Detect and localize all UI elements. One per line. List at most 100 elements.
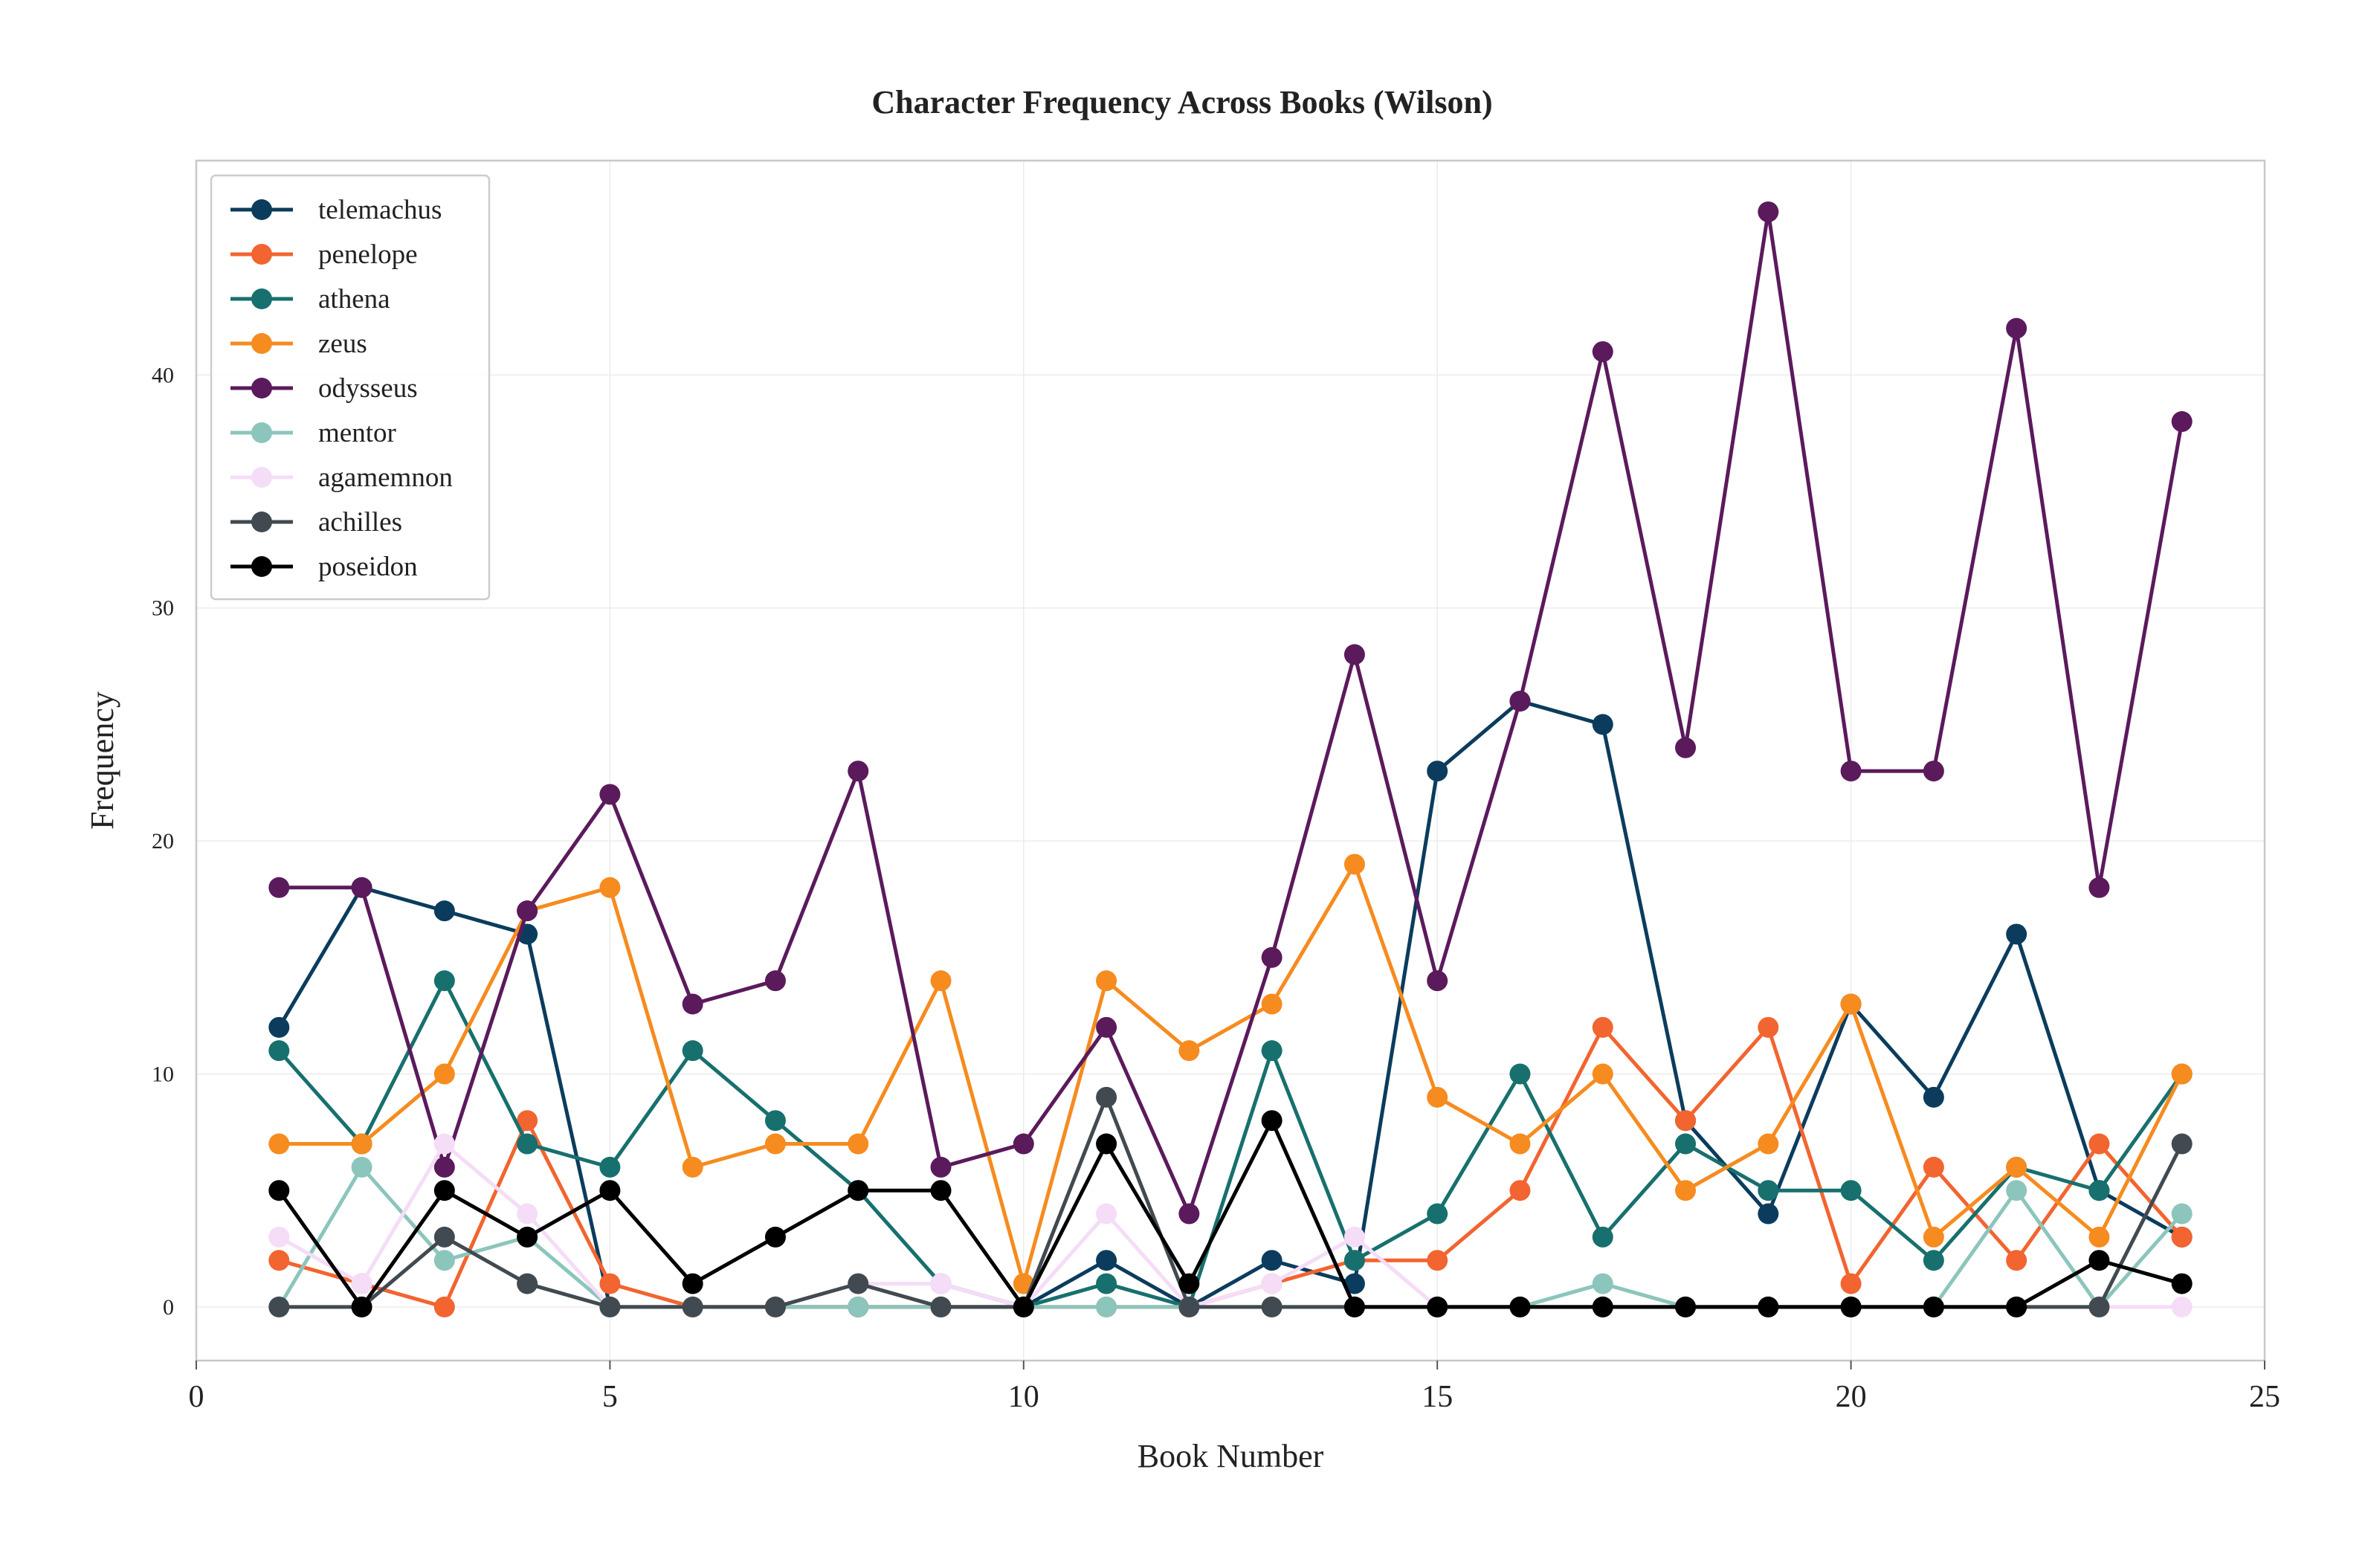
data-point-mentor: [848, 1296, 869, 1317]
chart-title: Character Frequency Across Books (Wilson…: [871, 84, 1492, 120]
data-point-odysseus: [433, 1156, 455, 1178]
data-point-zeus: [682, 1156, 703, 1178]
data-point-athena: [1923, 1250, 1944, 1271]
data-point-telemachus: [268, 1016, 290, 1038]
data-point-poseidon: [930, 1180, 952, 1201]
data-point-odysseus: [1343, 644, 1365, 665]
data-point-odysseus: [351, 877, 372, 898]
data-point-achilles: [433, 1226, 455, 1248]
legend-entry-achilles: achilles: [230, 507, 402, 538]
legend-label: poseidon: [318, 552, 418, 582]
data-point-penelope: [1675, 1110, 1697, 1132]
x-tick-label: 0: [189, 1380, 204, 1414]
data-point-poseidon: [351, 1296, 372, 1317]
series-line-mentor: [277, 1165, 2184, 1309]
data-point-poseidon: [1427, 1296, 1448, 1317]
legend-marker: [251, 422, 272, 443]
legend-marker: [251, 378, 272, 399]
data-point-achilles: [599, 1296, 621, 1317]
data-point-poseidon: [433, 1180, 455, 1201]
data-point-agamemnon: [351, 1273, 372, 1294]
x-tick-label: 5: [602, 1380, 618, 1414]
data-point-telemachus: [1261, 1250, 1282, 1271]
data-point-odysseus: [1261, 946, 1282, 968]
data-point-agamemnon: [1261, 1273, 1282, 1294]
series-agamemnon: [268, 1133, 2193, 1317]
legend-entry-poseidon: poseidon: [230, 552, 418, 582]
data-point-zeus: [1509, 1133, 1531, 1155]
data-point-poseidon: [1343, 1296, 1365, 1317]
series-line-telemachus: [277, 699, 2183, 1309]
data-point-poseidon: [2006, 1296, 2027, 1317]
data-point-penelope: [2171, 1226, 2193, 1248]
data-point-penelope: [433, 1296, 455, 1317]
data-point-poseidon: [848, 1180, 869, 1201]
data-point-zeus: [1343, 854, 1365, 875]
data-point-zeus: [1840, 993, 1862, 1015]
data-point-zeus: [2006, 1156, 2027, 1178]
series-line-poseidon: [277, 1118, 2183, 1309]
data-point-poseidon: [1013, 1296, 1034, 1317]
x-tick-label: 25: [2249, 1380, 2280, 1414]
data-point-athena: [433, 970, 455, 992]
data-point-athena: [599, 1156, 621, 1178]
data-point-zeus: [2088, 1226, 2110, 1248]
legend-entry-athena: athena: [230, 284, 390, 314]
data-point-agamemnon: [433, 1133, 455, 1155]
data-point-penelope: [1509, 1180, 1531, 1201]
data-point-penelope: [1923, 1156, 1944, 1178]
x-tick-label: 15: [1422, 1380, 1453, 1414]
data-point-penelope: [268, 1250, 290, 1271]
data-point-odysseus: [764, 970, 786, 992]
data-point-zeus: [764, 1133, 786, 1155]
data-point-zeus: [1178, 1040, 1200, 1062]
legend-entry-mentor: mentor: [230, 418, 396, 448]
data-point-achilles: [764, 1296, 786, 1317]
legend-label: telemachus: [318, 195, 442, 225]
data-point-achilles: [930, 1296, 952, 1317]
x-tick-label: 20: [1836, 1380, 1867, 1414]
data-point-odysseus: [1840, 761, 1862, 782]
data-point-poseidon: [1592, 1296, 1613, 1317]
data-point-achilles: [517, 1273, 538, 1294]
data-point-poseidon: [1758, 1296, 1779, 1317]
series-odysseus: [268, 201, 2193, 1225]
data-point-penelope: [1758, 1016, 1779, 1038]
data-point-telemachus: [2006, 923, 2027, 945]
data-point-odysseus: [1096, 1016, 1117, 1038]
data-point-poseidon: [1096, 1133, 1117, 1155]
y-tick-label: 0: [163, 1295, 174, 1320]
series-zeus: [268, 854, 2193, 1294]
data-point-mentor: [2006, 1180, 2027, 1201]
data-point-zeus: [433, 1063, 455, 1085]
data-point-zeus: [599, 877, 621, 898]
data-point-athena: [1592, 1226, 1613, 1248]
legend-label: athena: [318, 284, 390, 314]
data-point-poseidon: [764, 1226, 786, 1248]
legend-label: penelope: [318, 239, 418, 270]
data-point-athena: [1261, 1040, 1282, 1062]
data-point-athena: [2088, 1180, 2110, 1201]
data-point-mentor: [2171, 1203, 2193, 1225]
data-point-agamemnon: [517, 1203, 538, 1225]
data-point-athena: [1675, 1133, 1697, 1155]
y-axis-label: Frequency: [84, 691, 120, 830]
legend-entry-agamemnon: agamemnon: [230, 462, 453, 493]
data-point-poseidon: [2171, 1273, 2193, 1294]
data-point-agamemnon: [268, 1226, 290, 1248]
legend-marker: [251, 288, 272, 309]
data-point-agamemnon: [1343, 1226, 1365, 1248]
legend-marker: [251, 556, 272, 577]
data-point-telemachus: [1096, 1250, 1117, 1271]
data-point-odysseus: [517, 900, 538, 922]
data-point-mentor: [1592, 1273, 1613, 1294]
data-point-poseidon: [1840, 1296, 1862, 1317]
legend: telemachus penelope athena zeus odysseus ment…: [210, 174, 491, 601]
data-point-telemachus: [1923, 1086, 1944, 1108]
legend-label: zeus: [318, 329, 367, 359]
series-athena: [268, 970, 2193, 1317]
data-point-achilles: [268, 1296, 290, 1317]
data-point-odysseus: [268, 877, 290, 898]
data-point-penelope: [1840, 1273, 1862, 1294]
data-point-achilles: [1261, 1296, 1282, 1317]
